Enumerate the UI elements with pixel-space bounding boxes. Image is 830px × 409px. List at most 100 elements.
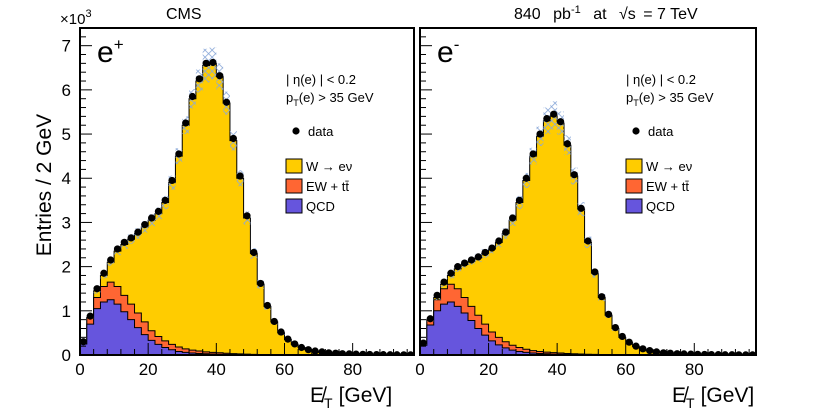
data-point [694, 350, 702, 355]
data-point [304, 346, 312, 354]
data-point [556, 118, 565, 126]
data-point [481, 248, 489, 257]
data-point [447, 269, 455, 277]
y-tick-label: 5 [62, 125, 71, 144]
data-point [318, 348, 326, 355]
data-point [100, 269, 108, 277]
data-point [257, 279, 265, 288]
data-point [284, 335, 292, 343]
data-point [325, 349, 333, 355]
legend-signal-label: W → eν [646, 159, 692, 174]
data-point [666, 349, 674, 355]
data-point [420, 339, 428, 347]
data-point [80, 338, 88, 346]
data-point [345, 350, 353, 355]
data-point [250, 248, 258, 257]
x-axis-label-left: E̸T [GeV] [310, 384, 392, 409]
legend-qcd-label: QCD [646, 199, 675, 214]
data-point [332, 349, 340, 355]
data-point [127, 234, 135, 242]
data-point [508, 214, 517, 222]
data-point [474, 253, 482, 261]
energy-label: = 7 TeV [643, 6, 698, 23]
data-point [297, 343, 306, 352]
panel-frame [419, 27, 757, 356]
luminosity-label: 840 pb-1 at √s = 7 TeV [514, 4, 698, 23]
data-point [440, 278, 448, 286]
data-points [80, 58, 414, 355]
y-ticks: 0 1 2 3 4 5 6 7 [62, 27, 92, 365]
lumi-unit: pb [553, 6, 571, 23]
legend-ewk-swatch [285, 178, 303, 194]
x-tick-label: 20 [479, 360, 498, 379]
data-point [338, 350, 347, 355]
data-point [700, 350, 709, 355]
data-point [618, 332, 626, 341]
data-point [107, 256, 115, 264]
x-tick-label: 20 [139, 360, 158, 379]
legend-signal-label: W → eν [306, 159, 352, 174]
data-point [154, 207, 162, 215]
lumi-value: 840 [514, 6, 541, 23]
data-point [591, 268, 599, 276]
panel-frame [79, 27, 415, 356]
data-point [488, 244, 496, 252]
y-axis-label: Entries / 2 GeV [33, 114, 56, 256]
panel-positron: 0 20 40 60 80 0 1 2 3 4 5 6 7 e+ | η(e) | < 0.2 pT(e) >… [62, 27, 415, 379]
data-point [646, 346, 654, 355]
cut-eta: | η(e) | < 0.2 [626, 72, 696, 87]
data-point [467, 256, 476, 264]
data-points [420, 110, 756, 355]
data-point [536, 130, 544, 138]
data-point [291, 340, 299, 348]
data-point [611, 324, 620, 332]
data-point [639, 345, 647, 353]
cut-eta: | η(e) | < 0.2 [286, 72, 356, 87]
data-point [502, 228, 510, 236]
data-point [134, 228, 142, 236]
data-point [243, 212, 251, 220]
data-point [495, 237, 503, 245]
data-point [433, 291, 441, 299]
experiment-label: CMS [166, 6, 202, 23]
x-tick-label: 80 [685, 360, 704, 379]
data-point [93, 285, 101, 293]
data-point [522, 174, 530, 182]
data-point [454, 263, 462, 271]
x-tick-label: 80 [343, 360, 362, 379]
lumi-unit-exp: -1 [571, 4, 581, 16]
y-tick-label: 4 [62, 169, 71, 188]
panel-electron: 0 20 40 60 80 e- | η(e) | < 0.2 pT(e) > 35 GeV d… [415, 27, 757, 379]
lumi-at: at [593, 6, 607, 23]
data-point [222, 98, 231, 106]
data-point [366, 350, 374, 355]
x-axis-label-right: E̸T [GeV] [672, 384, 754, 409]
x-tick-label: 60 [275, 360, 294, 379]
legend-qcd-label: QCD [306, 199, 335, 214]
data-point [529, 150, 537, 158]
data-point [659, 349, 668, 355]
legend-data-label: data [308, 124, 334, 139]
legend-ewk-label: EW + tt̄ [306, 179, 349, 194]
panel-label: e+ [97, 35, 124, 69]
legend: | η(e) | < 0.2 pT(e) > 35 GeV data W → eν EW… [625, 72, 714, 214]
data-point [277, 328, 285, 336]
data-point [216, 72, 224, 80]
x-tick-label: 40 [548, 360, 567, 379]
sqrt-s: √s [619, 6, 636, 23]
y-ticks [420, 27, 432, 356]
data-point [372, 350, 381, 355]
x-tick-label: 0 [75, 360, 84, 379]
data-point [202, 59, 210, 67]
x-ticks: 0 20 40 60 80 [415, 343, 750, 379]
legend: | η(e) | < 0.2 pT(e) > 35 GeV data W → eν EW… [285, 72, 374, 214]
legend-data-marker [292, 127, 300, 135]
y-tick-label: 7 [62, 37, 71, 56]
data-point [687, 350, 695, 355]
data-point [182, 119, 190, 127]
data-point [680, 350, 688, 355]
y-tick-label: 6 [62, 81, 71, 100]
x-tick-label: 0 [415, 360, 424, 379]
data-point [229, 134, 237, 143]
